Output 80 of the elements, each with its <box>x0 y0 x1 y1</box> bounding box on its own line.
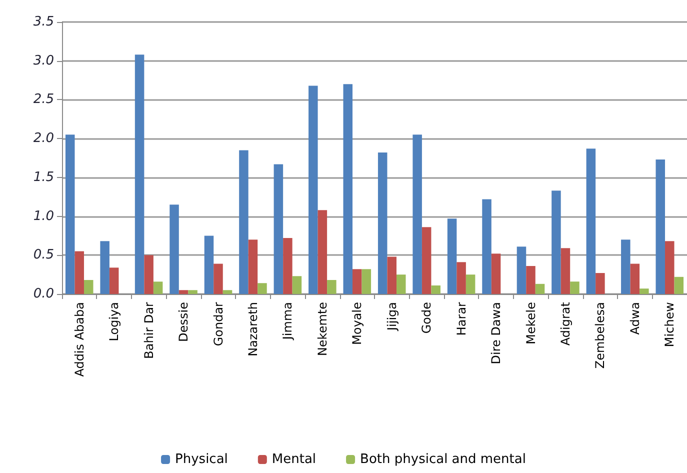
bar <box>560 248 570 294</box>
bar <box>630 264 640 294</box>
bar <box>65 134 75 294</box>
legend-label: Physical <box>175 452 228 467</box>
y-tick-label: 2.0 <box>33 131 54 146</box>
x-tick-label: Mekele <box>524 302 538 344</box>
bar <box>447 218 457 294</box>
x-tick-label: Addis Ababa <box>72 302 86 377</box>
bar <box>482 199 492 294</box>
y-tick-label: 0.0 <box>33 286 54 302</box>
x-tick-label: Adwa <box>628 302 642 335</box>
bar <box>214 264 223 294</box>
bar <box>665 241 674 294</box>
x-tick-label: Dire Dawa <box>489 302 504 364</box>
x-tick-label: Dessie <box>176 302 191 342</box>
bar <box>74 251 84 294</box>
bar <box>109 268 119 294</box>
x-tick-label: Zembelesa <box>593 302 608 369</box>
bar <box>283 238 292 294</box>
bar <box>343 84 353 294</box>
x-tick-label: Nekemte <box>315 302 330 356</box>
bar <box>274 164 284 294</box>
bar <box>674 276 684 294</box>
y-tick-label: 3.5 <box>33 14 54 30</box>
x-tick-label: Moyale <box>350 302 364 345</box>
x-tick-label: Adigrat <box>558 302 572 346</box>
bar <box>466 274 476 294</box>
bar <box>362 269 372 294</box>
bar <box>153 282 163 294</box>
bar <box>239 150 248 294</box>
bar <box>456 262 466 294</box>
x-tick-label: Nazareth <box>246 302 260 356</box>
x-tick-label: Gondar <box>211 302 226 346</box>
bar <box>292 276 302 294</box>
bar <box>596 273 605 294</box>
bar <box>552 190 561 294</box>
bar <box>640 288 649 294</box>
bar <box>535 284 545 294</box>
bar <box>318 210 328 294</box>
x-tick-label: Logiya <box>107 302 122 342</box>
x-tick-label: Michew <box>662 302 677 348</box>
bar <box>412 134 422 294</box>
bar <box>100 241 110 294</box>
bar <box>621 240 630 294</box>
bar <box>516 246 526 294</box>
bar <box>586 148 596 294</box>
bar <box>84 280 94 294</box>
y-tick-label: 0.5 <box>33 248 54 263</box>
bar <box>204 236 214 294</box>
bar <box>144 255 154 294</box>
bar <box>188 290 198 294</box>
y-tick-label: 2.5 <box>33 92 54 108</box>
x-tick-label: Gode <box>420 302 434 334</box>
x-tick-label: Jijiga <box>384 302 399 332</box>
bar <box>656 160 666 294</box>
bar <box>387 256 396 294</box>
y-tick-label: 3.0 <box>33 53 54 68</box>
bar <box>396 274 406 294</box>
bar <box>134 54 144 294</box>
bar <box>258 283 267 294</box>
bar <box>378 152 388 294</box>
legend-label: Mental <box>272 452 316 467</box>
bar <box>526 266 536 294</box>
bar <box>327 280 336 294</box>
bar <box>222 290 232 294</box>
y-tick-label: 1.0 <box>33 208 54 224</box>
legend-label: Both physical and mental <box>360 452 526 467</box>
bar <box>178 290 188 294</box>
bar <box>570 282 580 294</box>
x-tick-label: Harar <box>454 302 468 336</box>
bar <box>308 86 318 294</box>
bar <box>422 227 432 294</box>
bar <box>248 240 258 294</box>
bar <box>431 285 440 294</box>
y-tick-label: 1.5 <box>33 170 54 185</box>
bar <box>352 269 362 294</box>
bar <box>491 254 501 294</box>
bar <box>170 204 179 294</box>
x-tick-label: Bahir Dar <box>142 302 156 359</box>
x-tick-label: Jimma <box>280 302 295 341</box>
